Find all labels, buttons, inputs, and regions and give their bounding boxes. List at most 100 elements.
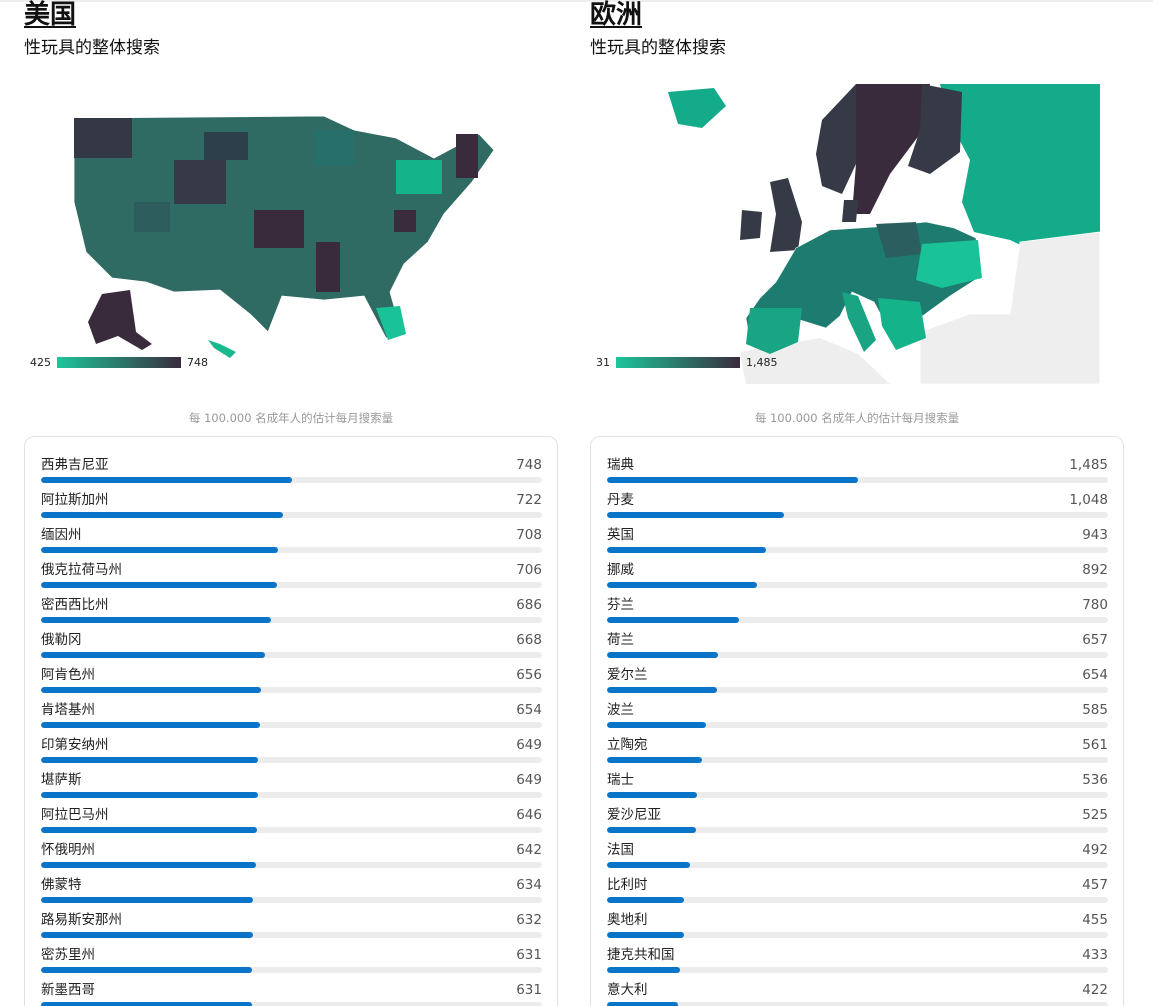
eu-item-bar-track bbox=[607, 477, 1108, 483]
eu-list-item[interactable]: 瑞士 536 bbox=[607, 771, 1108, 806]
eu-item-bar bbox=[607, 582, 758, 588]
eu-list-item[interactable]: 荷兰 657 bbox=[607, 631, 1108, 666]
top-divider bbox=[0, 0, 1153, 2]
eu-title[interactable]: 欧洲 bbox=[590, 0, 643, 30]
us-choropleth-map[interactable] bbox=[24, 82, 558, 388]
us-list-item[interactable]: 阿拉斯加州 722 bbox=[41, 491, 542, 526]
us-list-item[interactable]: 阿拉巴马州 646 bbox=[41, 806, 542, 841]
eu-item-bar-track bbox=[607, 617, 1108, 623]
us-item-value: 649 bbox=[516, 772, 542, 788]
eu-item-bar-track bbox=[607, 652, 1108, 658]
us-legend-gradient bbox=[57, 357, 181, 368]
eu-choropleth-map[interactable] bbox=[590, 82, 1124, 388]
eu-uk-shape bbox=[770, 178, 802, 252]
eu-item-bar-track bbox=[607, 827, 1108, 833]
us-item-name: 西弗吉尼亚 bbox=[41, 457, 109, 473]
us-list-item[interactable]: 印第安纳州 649 bbox=[41, 736, 542, 771]
eu-item-bar bbox=[607, 477, 858, 483]
eu-legend-min: 31 bbox=[596, 356, 610, 369]
us-item-bar-track bbox=[41, 547, 542, 553]
us-item-value: 656 bbox=[516, 667, 542, 683]
eu-list-item[interactable]: 挪威 892 bbox=[607, 561, 1108, 596]
us-list-item[interactable]: 怀俄明州 642 bbox=[41, 841, 542, 876]
eu-item-value: 492 bbox=[1082, 842, 1108, 858]
eu-list-item[interactable]: 奥地利 455 bbox=[607, 911, 1108, 946]
us-item-value: 631 bbox=[516, 947, 542, 963]
eu-poland-shape bbox=[876, 222, 922, 258]
us-item-bar bbox=[41, 792, 259, 798]
us-title[interactable]: 美国 bbox=[24, 0, 77, 30]
eu-item-name: 立陶宛 bbox=[607, 737, 648, 753]
us-item-value: 706 bbox=[516, 562, 542, 578]
eu-item-bar bbox=[607, 757, 702, 763]
eu-item-name: 法国 bbox=[607, 842, 634, 858]
us-item-value: 708 bbox=[516, 527, 542, 543]
eu-legend-max: 1,485 bbox=[746, 356, 778, 369]
eu-list-item[interactable]: 丹麦 1,048 bbox=[607, 491, 1108, 526]
eu-item-bar-track bbox=[607, 792, 1108, 798]
us-list-item[interactable]: 堪萨斯 649 bbox=[41, 771, 542, 806]
us-list-item[interactable]: 新墨西哥 631 bbox=[41, 981, 542, 1006]
us-item-value: 649 bbox=[516, 737, 542, 753]
eu-item-name: 爱沙尼亚 bbox=[607, 807, 661, 823]
eu-list-item[interactable]: 法国 492 bbox=[607, 841, 1108, 876]
us-list-item[interactable]: 俄克拉荷马州 706 bbox=[41, 561, 542, 596]
eu-item-value: 780 bbox=[1082, 597, 1108, 613]
us-item-name: 密苏里州 bbox=[41, 947, 95, 963]
us-list-item[interactable]: 肯塔基州 654 bbox=[41, 701, 542, 736]
us-item-bar-track bbox=[41, 477, 542, 483]
eu-iceland-shape bbox=[668, 88, 726, 128]
us-list-item[interactable]: 佛蒙特 634 bbox=[41, 876, 542, 911]
eu-russia-shape bbox=[940, 84, 1100, 258]
eu-subtitle: 性玩具的整体搜索 bbox=[590, 38, 726, 58]
eu-legend-gradient bbox=[616, 357, 740, 368]
us-list-item[interactable]: 俄勒冈 668 bbox=[41, 631, 542, 666]
eu-item-value: 585 bbox=[1082, 702, 1108, 718]
us-item-bar-track bbox=[41, 687, 542, 693]
us-list-item[interactable]: 阿肯色州 656 bbox=[41, 666, 542, 701]
eu-item-bar bbox=[607, 687, 718, 693]
us-list-item[interactable]: 密西西比州 686 bbox=[41, 596, 542, 631]
eu-list-item[interactable]: 立陶宛 561 bbox=[607, 736, 1108, 771]
us-item-name: 路易斯安那州 bbox=[41, 912, 122, 928]
us-list-item[interactable]: 路易斯安那州 632 bbox=[41, 911, 542, 946]
eu-list-item[interactable]: 芬兰 780 bbox=[607, 596, 1108, 631]
eu-item-bar-track bbox=[607, 722, 1108, 728]
eu-item-bar-track bbox=[607, 687, 1108, 693]
us-item-name: 阿拉巴马州 bbox=[41, 807, 109, 823]
eu-item-name: 爱尔兰 bbox=[607, 667, 648, 683]
eu-list-item[interactable]: 比利时 457 bbox=[607, 876, 1108, 911]
us-item-name: 缅因州 bbox=[41, 527, 82, 543]
us-list-item[interactable]: 缅因州 708 bbox=[41, 526, 542, 561]
eu-list-item[interactable]: 波兰 585 bbox=[607, 701, 1108, 736]
eu-item-name: 瑞士 bbox=[607, 772, 634, 788]
eu-item-name: 意大利 bbox=[607, 982, 648, 998]
eu-list-item[interactable]: 英国 943 bbox=[607, 526, 1108, 561]
eu-item-bar-track bbox=[607, 897, 1108, 903]
eu-item-name: 挪威 bbox=[607, 562, 634, 578]
eu-list-item[interactable]: 瑞典 1,485 bbox=[607, 456, 1108, 491]
eu-item-name: 荷兰 bbox=[607, 632, 634, 648]
eu-list-item[interactable]: 捷克共和国 433 bbox=[607, 946, 1108, 981]
us-list-item[interactable]: 西弗吉尼亚 748 bbox=[41, 456, 542, 491]
eu-gray-area bbox=[919, 231, 1101, 385]
eu-item-value: 892 bbox=[1082, 562, 1108, 578]
eu-legend: 31 1,485 bbox=[596, 356, 778, 369]
us-item-bar-track bbox=[41, 757, 542, 763]
eu-item-bar bbox=[607, 932, 684, 938]
eu-sweden-shape bbox=[852, 84, 930, 214]
eu-list-item[interactable]: 爱沙尼亚 525 bbox=[607, 806, 1108, 841]
us-item-bar bbox=[41, 827, 258, 833]
us-ranking-list: 西弗吉尼亚 748 阿拉斯加州 722 缅因州 708 俄克拉荷马州 706 密西西比州 686 俄… bbox=[24, 436, 558, 1006]
eu-list-item[interactable]: 意大利 422 bbox=[607, 981, 1108, 1006]
eu-item-bar-track bbox=[607, 547, 1108, 553]
eu-ranking-list: 瑞典 1,485 丹麦 1,048 英国 943 挪威 892 芬兰 780 荷兰 657 爱尔兰 654… bbox=[590, 436, 1124, 1006]
us-caption: 每 100.000 名成年人的估计每月搜索量 bbox=[188, 411, 394, 425]
eu-item-bar bbox=[607, 617, 739, 623]
us-list-item[interactable]: 密苏里州 631 bbox=[41, 946, 542, 981]
eu-list-item[interactable]: 爱尔兰 654 bbox=[607, 666, 1108, 701]
eu-item-bar bbox=[607, 652, 718, 658]
eu-item-value: 1,048 bbox=[1069, 492, 1108, 508]
eu-italy-shape bbox=[842, 292, 876, 352]
eu-item-value: 525 bbox=[1082, 807, 1108, 823]
